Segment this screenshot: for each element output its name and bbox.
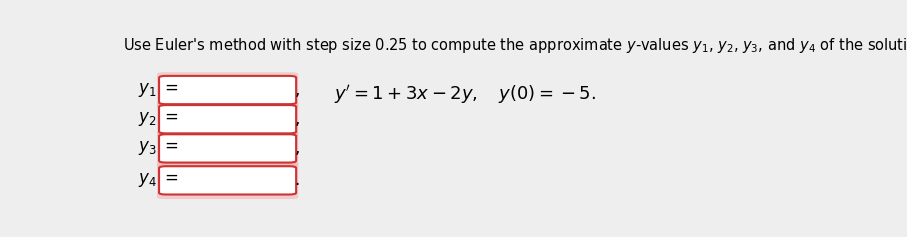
- FancyBboxPatch shape: [159, 166, 297, 195]
- Text: $y_1$ $=$: $y_1$ $=$: [138, 81, 179, 99]
- Text: ,: ,: [295, 110, 300, 128]
- Text: $y_2$ $=$: $y_2$ $=$: [138, 110, 179, 128]
- Text: .: .: [295, 171, 300, 189]
- Text: $y' = 1 + 3x - 2y, \quad y(0) = -5.$: $y' = 1 + 3x - 2y, \quad y(0) = -5.$: [334, 83, 596, 106]
- Text: $y_3$ $=$: $y_3$ $=$: [138, 139, 179, 157]
- Text: Use Euler's method with step size 0.25 to compute the approximate $y$-values $y_: Use Euler's method with step size 0.25 t…: [122, 36, 907, 55]
- Text: $y_4$ $=$: $y_4$ $=$: [138, 171, 179, 189]
- Text: ,: ,: [295, 81, 300, 99]
- Text: ,: ,: [295, 139, 300, 157]
- FancyBboxPatch shape: [157, 101, 298, 138]
- FancyBboxPatch shape: [157, 131, 298, 167]
- FancyBboxPatch shape: [157, 163, 298, 199]
- FancyBboxPatch shape: [159, 105, 297, 133]
- FancyBboxPatch shape: [159, 76, 297, 104]
- FancyBboxPatch shape: [159, 134, 297, 163]
- FancyBboxPatch shape: [157, 72, 298, 109]
